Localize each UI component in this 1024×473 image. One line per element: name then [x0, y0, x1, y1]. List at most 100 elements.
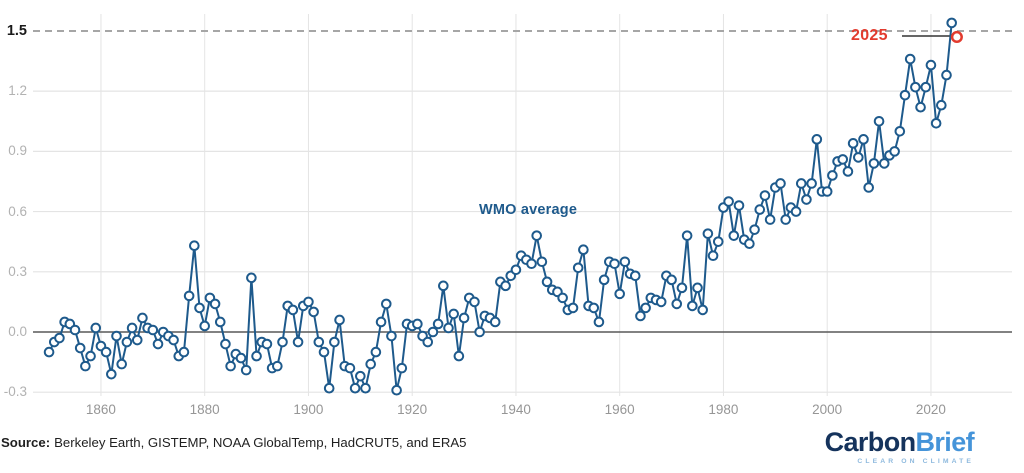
data-point	[920, 81, 932, 93]
data-point	[334, 314, 345, 326]
data-point	[593, 316, 605, 328]
data-point	[598, 274, 610, 286]
logo-carbon-text: Carbon	[824, 427, 917, 457]
source-datasets: Berkeley Earth, GISTEMP, NOAA GlobalTemp…	[54, 435, 467, 450]
data-point	[941, 69, 952, 81]
data-point	[453, 350, 465, 362]
data-point	[474, 326, 485, 338]
data-point	[261, 338, 273, 350]
data-point	[152, 338, 164, 350]
y-axis-label: 1.2	[8, 83, 27, 99]
series-label-wmo-average: WMO average	[479, 202, 578, 218]
data-point	[500, 280, 511, 292]
data-point	[946, 17, 958, 29]
data-point	[687, 300, 698, 312]
data-point	[692, 282, 703, 294]
x-axis-label: 2020	[915, 402, 946, 417]
data-point	[801, 194, 812, 205]
data-point	[795, 178, 807, 189]
data-point	[878, 158, 890, 169]
data-point	[572, 262, 584, 274]
data-point	[469, 296, 480, 308]
data-point	[827, 170, 838, 181]
data-point	[189, 240, 200, 251]
data-point	[183, 290, 195, 302]
data-point	[609, 258, 620, 270]
data-point	[899, 89, 911, 101]
data-point	[712, 236, 724, 247]
data-point	[588, 302, 600, 314]
data-point	[308, 306, 319, 318]
data-point	[873, 115, 885, 127]
data-point	[329, 336, 340, 348]
data-point	[894, 126, 906, 137]
data-point	[54, 332, 65, 344]
data-point	[536, 256, 548, 268]
data-point	[697, 304, 709, 316]
x-axis-label: 1940	[500, 402, 531, 417]
data-point	[489, 316, 501, 328]
y-axis-label: 0.0	[8, 324, 27, 339]
data-point	[681, 230, 693, 241]
data-point	[578, 244, 589, 256]
data-point	[847, 138, 859, 149]
data-point	[557, 292, 568, 304]
data-point	[614, 288, 626, 300]
data-point	[412, 318, 423, 330]
data-point	[90, 322, 102, 334]
data-point	[131, 334, 143, 346]
data-point	[775, 178, 786, 189]
data-point	[391, 384, 402, 396]
data-point	[80, 360, 91, 372]
data-point	[458, 312, 470, 324]
data-point	[790, 206, 802, 217]
data-point	[655, 296, 667, 308]
data-point	[676, 282, 688, 294]
data-point	[821, 186, 833, 197]
data-point	[936, 99, 947, 111]
data-point	[106, 368, 117, 380]
data-point	[349, 382, 361, 394]
data-point	[126, 322, 138, 334]
data-point	[749, 224, 760, 235]
data-point	[235, 352, 247, 364]
data-point	[111, 330, 122, 342]
data-point	[116, 358, 127, 370]
data-point	[303, 296, 314, 308]
data-point	[510, 264, 522, 276]
data-point	[567, 302, 579, 314]
data-point-2025-estimate	[950, 30, 963, 44]
data-point	[147, 324, 159, 336]
data-point	[209, 298, 221, 310]
data-point	[370, 346, 382, 358]
data-point	[842, 166, 854, 177]
data-point	[640, 302, 651, 314]
logo-brief-text: Brief	[915, 427, 974, 457]
data-point	[853, 152, 864, 163]
source-line: Source: Berkeley Earth, GISTEMP, NOAA Glo…	[1, 435, 467, 450]
data-point	[707, 250, 719, 262]
data-point	[69, 324, 81, 336]
data-point	[344, 362, 356, 374]
y-axis-label: 0.9	[8, 143, 27, 159]
data-point	[168, 334, 179, 346]
data-point	[178, 346, 190, 358]
y-axis-label: 0.3	[8, 263, 27, 279]
annotation-2025-label: 2025	[851, 27, 888, 44]
data-point	[863, 182, 875, 193]
data-point	[313, 336, 325, 348]
data-point	[764, 214, 776, 225]
logo-tagline: CLEAR ON CLIMATE	[857, 458, 974, 465]
data-point	[915, 101, 926, 113]
data-point	[889, 146, 900, 157]
data-point	[811, 134, 823, 145]
data-point	[323, 382, 335, 394]
data-point	[443, 322, 454, 334]
data-point	[723, 196, 734, 207]
data-point	[635, 310, 646, 322]
data-point	[733, 200, 745, 211]
data-point	[910, 81, 921, 93]
data-point	[531, 230, 543, 241]
